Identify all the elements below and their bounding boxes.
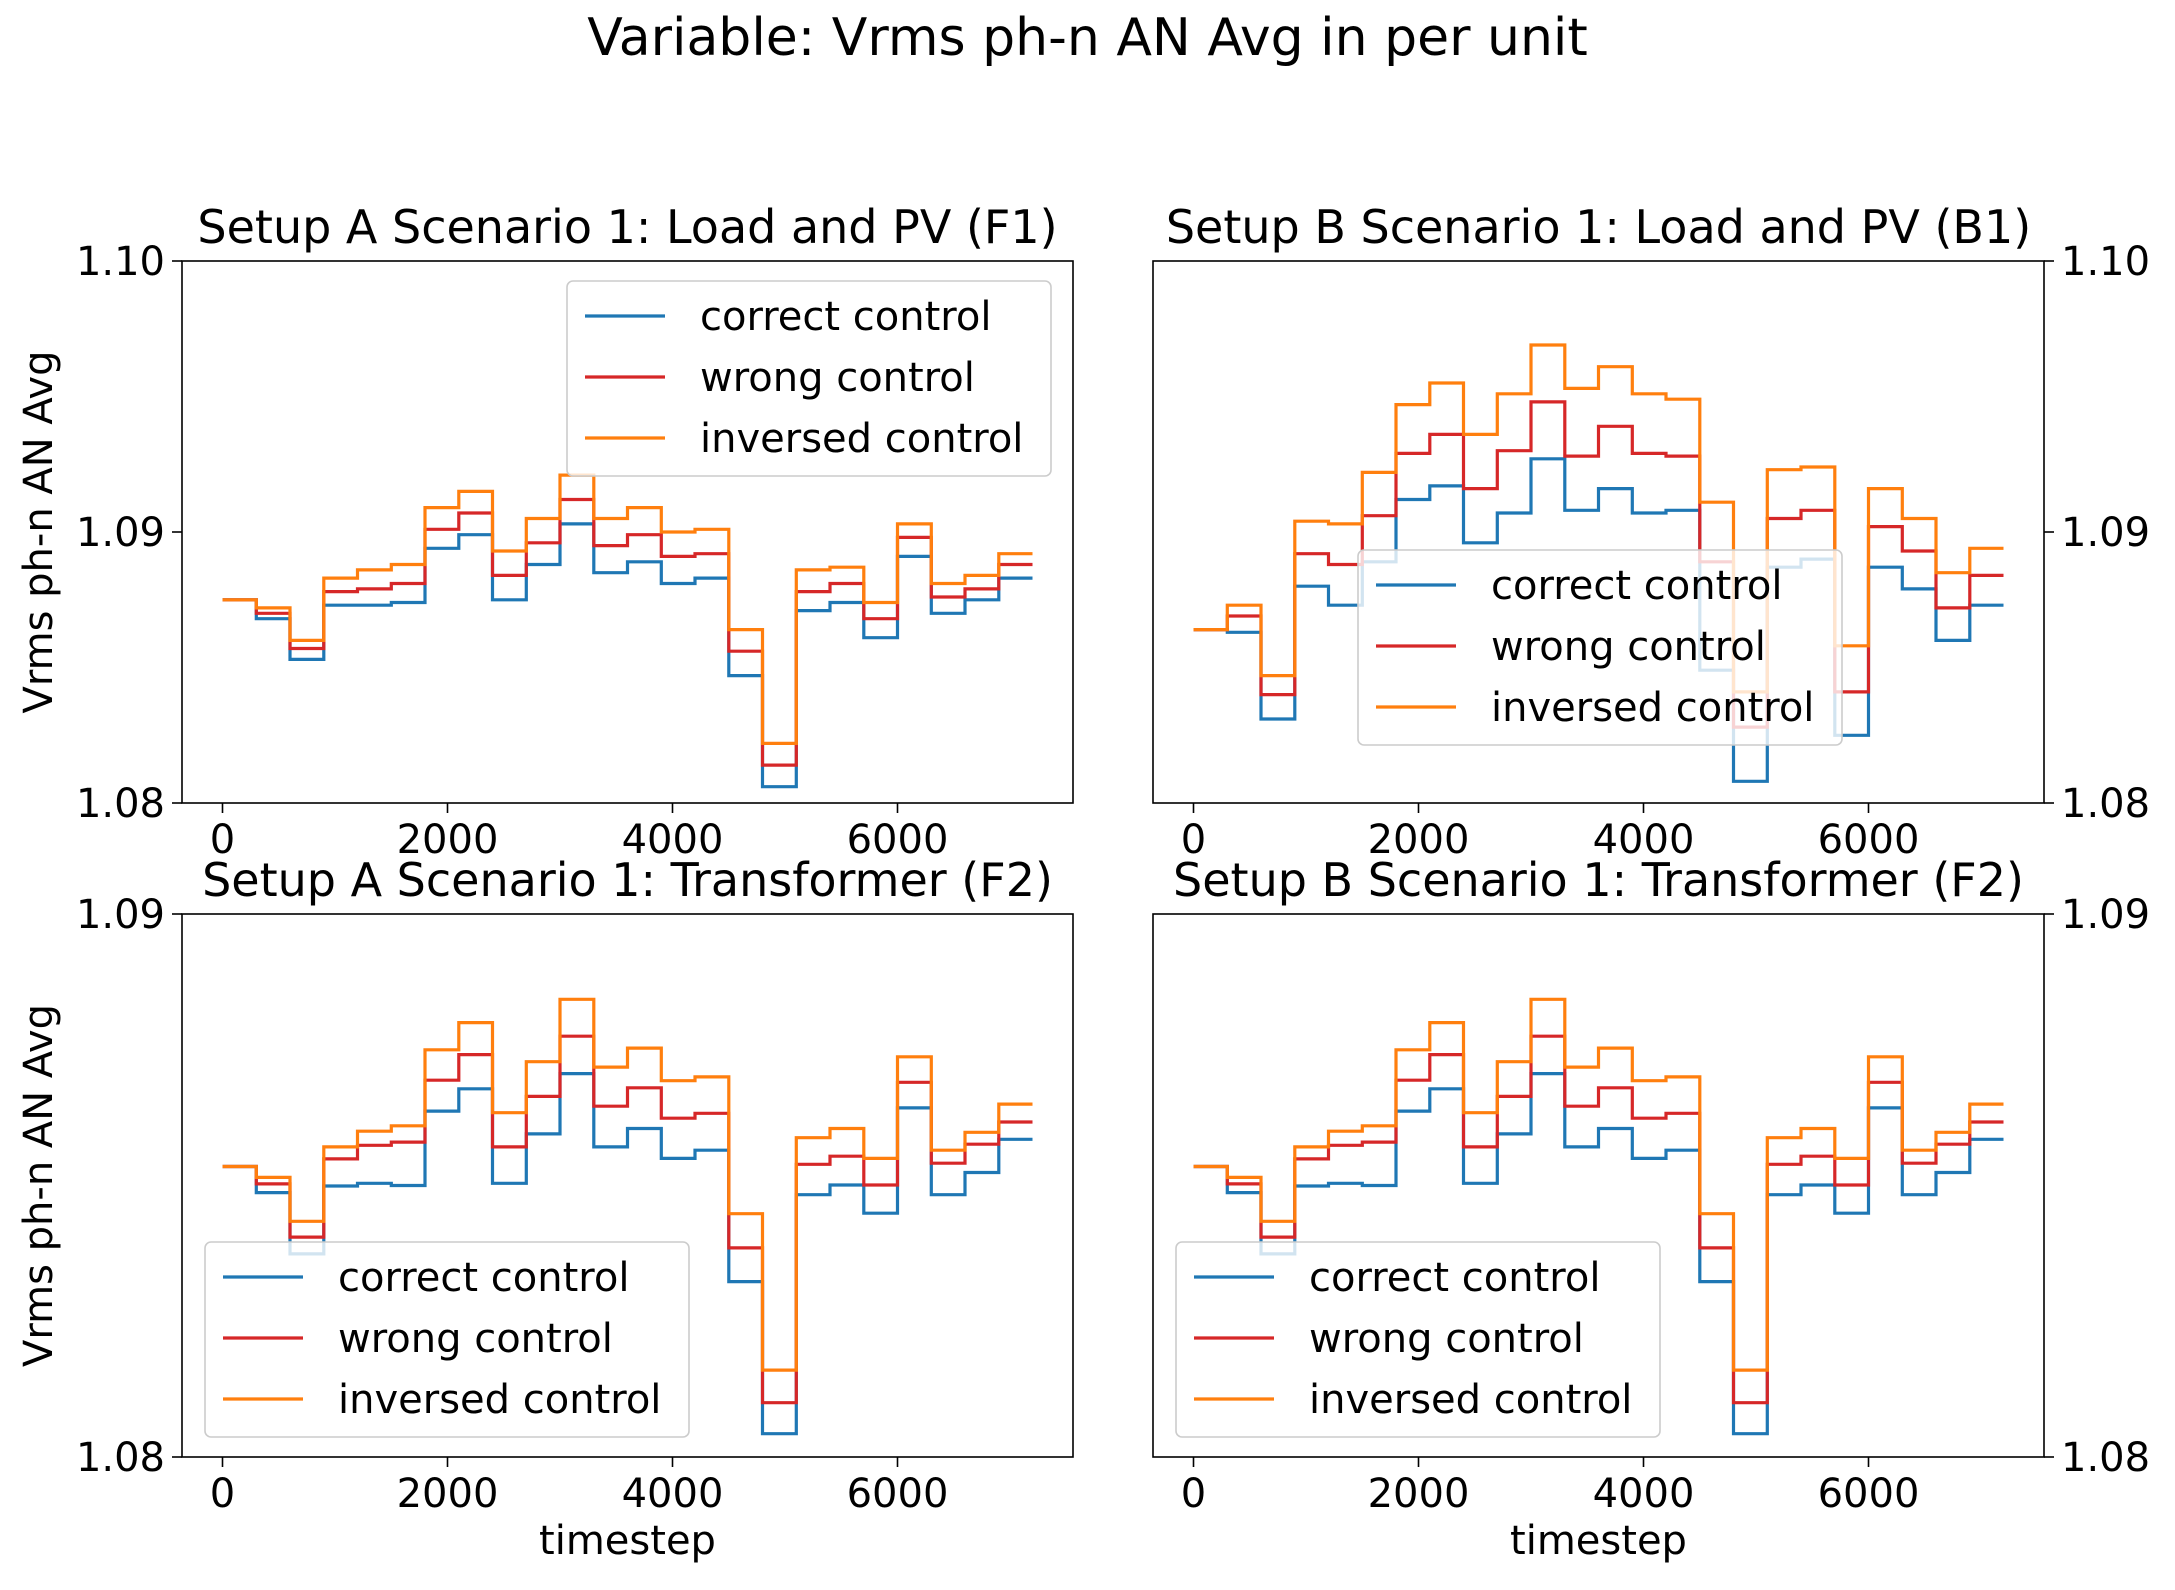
legend-label-correct-control: correct control: [1491, 563, 1782, 609]
legend-label-wrong-control: wrong control: [338, 1316, 613, 1362]
y-tick-label: 1.09: [2061, 510, 2150, 556]
legend: correct control wrong control inversed con…: [1357, 549, 1843, 746]
x-tick-label: 6000: [1818, 1471, 1920, 1517]
y-tick-label: 1.09: [76, 892, 165, 938]
x-tick-label: 0: [1181, 1471, 1206, 1517]
x-tick-label: 4000: [622, 1471, 724, 1517]
series-line-correct-control: [222, 1072, 1033, 1436]
panel-title: Setup B Scenario 1: Load and PV (B1): [1166, 200, 2031, 254]
legend-box: [204, 1241, 690, 1438]
x-tick-label: 4000: [1593, 817, 1695, 863]
legend-box: [566, 280, 1052, 477]
panel-title: Setup B Scenario 1: Transformer (F2): [1173, 853, 2024, 907]
y-tick-label: 1.08: [2061, 1435, 2150, 1481]
series-line-correct-control: [222, 522, 1033, 789]
panel-4: 0 2000 4000 6000 1.08 1.09 Setup B Scenario 1:…: [1152, 853, 2150, 1564]
legend-label-wrong-control: wrong control: [1309, 1316, 1584, 1362]
legend-label-inversed-control: inversed control: [338, 1377, 661, 1423]
x-tick-label: 2000: [1368, 1471, 1470, 1517]
y-tick-label: 1.08: [76, 1435, 165, 1481]
y-tick-label: 1.09: [76, 510, 165, 556]
series-line-correct-control: [1193, 457, 2004, 783]
legend-label-inversed-control: inversed control: [1491, 685, 1814, 731]
legend-label-correct-control: correct control: [700, 294, 991, 340]
legend-label-inversed-control: inversed control: [700, 416, 1023, 462]
y-tick-label: 1.08: [2061, 781, 2150, 827]
legend-label-inversed-control: inversed control: [1309, 1377, 1632, 1423]
legend: correct control wrong control inversed con…: [566, 280, 1052, 477]
series-line-wrong-control: [1193, 400, 2004, 729]
x-tick-label: 2000: [397, 1471, 499, 1517]
plot-frame: [181, 913, 1074, 1458]
x-tick-label: 2000: [1368, 817, 1470, 863]
x-tick-label: 0: [210, 1471, 235, 1517]
x-tick-label: 6000: [847, 817, 949, 863]
panel-title: Setup A Scenario 1: Transformer (F2): [202, 853, 1053, 907]
x-tick-label: 0: [1181, 817, 1206, 863]
legend: correct control wrong control inversed con…: [204, 1241, 690, 1438]
series-line-inversed-control: [222, 473, 1033, 745]
series-line-wrong-control: [222, 497, 1033, 767]
x-tick-label: 6000: [847, 1471, 949, 1517]
x-tick-label: 4000: [1593, 1471, 1695, 1517]
y-tick-label: 1.08: [76, 781, 165, 827]
panel-1: 0 2000 4000 6000 1.08 1.09 1.10 Setup A Scenari…: [16, 200, 1074, 863]
panel-2: 0 2000 4000 6000 1.08 1.09 1.10 Setup B Scenari…: [1152, 200, 2150, 863]
x-tick-label: 4000: [622, 817, 724, 863]
legend-box: [1357, 549, 1843, 746]
plot-frame: [1152, 913, 2045, 1458]
y-tick-label: 1.09: [2061, 892, 2150, 938]
legend-label-wrong-control: wrong control: [1491, 624, 1766, 670]
y-axis-label: Vrms ph-n AN Avg: [16, 1004, 62, 1367]
panel-title: Setup A Scenario 1: Load and PV (F1): [197, 200, 1057, 254]
legend-label-correct-control: correct control: [1309, 1255, 1600, 1301]
x-axis-label: timestep: [539, 1518, 716, 1564]
figure-suptitle: Variable: Vrms ph-n AN Avg in per unit: [587, 8, 1588, 68]
series-line-inversed-control: [222, 997, 1033, 1372]
y-tick-label: 1.10: [2061, 239, 2150, 285]
legend: correct control wrong control inversed con…: [1175, 1241, 1661, 1438]
series-line-inversed-control: [1193, 997, 2004, 1372]
series-line-inversed-control: [1193, 343, 2004, 694]
x-tick-label: 2000: [397, 817, 499, 863]
y-tick-label: 1.10: [76, 239, 165, 285]
x-tick-label: 6000: [1818, 817, 1920, 863]
legend-label-wrong-control: wrong control: [700, 355, 975, 401]
series-line-correct-control: [1193, 1072, 2004, 1436]
x-axis-label: timestep: [1510, 1518, 1687, 1564]
x-tick-label: 0: [210, 817, 235, 863]
legend-label-correct-control: correct control: [338, 1255, 629, 1301]
legend-box: [1175, 1241, 1661, 1438]
panel-3: 0 2000 4000 6000 1.08 1.09 Setup A Scenario 1:…: [16, 853, 1074, 1564]
y-axis-label: Vrms ph-n AN Avg: [16, 351, 62, 714]
